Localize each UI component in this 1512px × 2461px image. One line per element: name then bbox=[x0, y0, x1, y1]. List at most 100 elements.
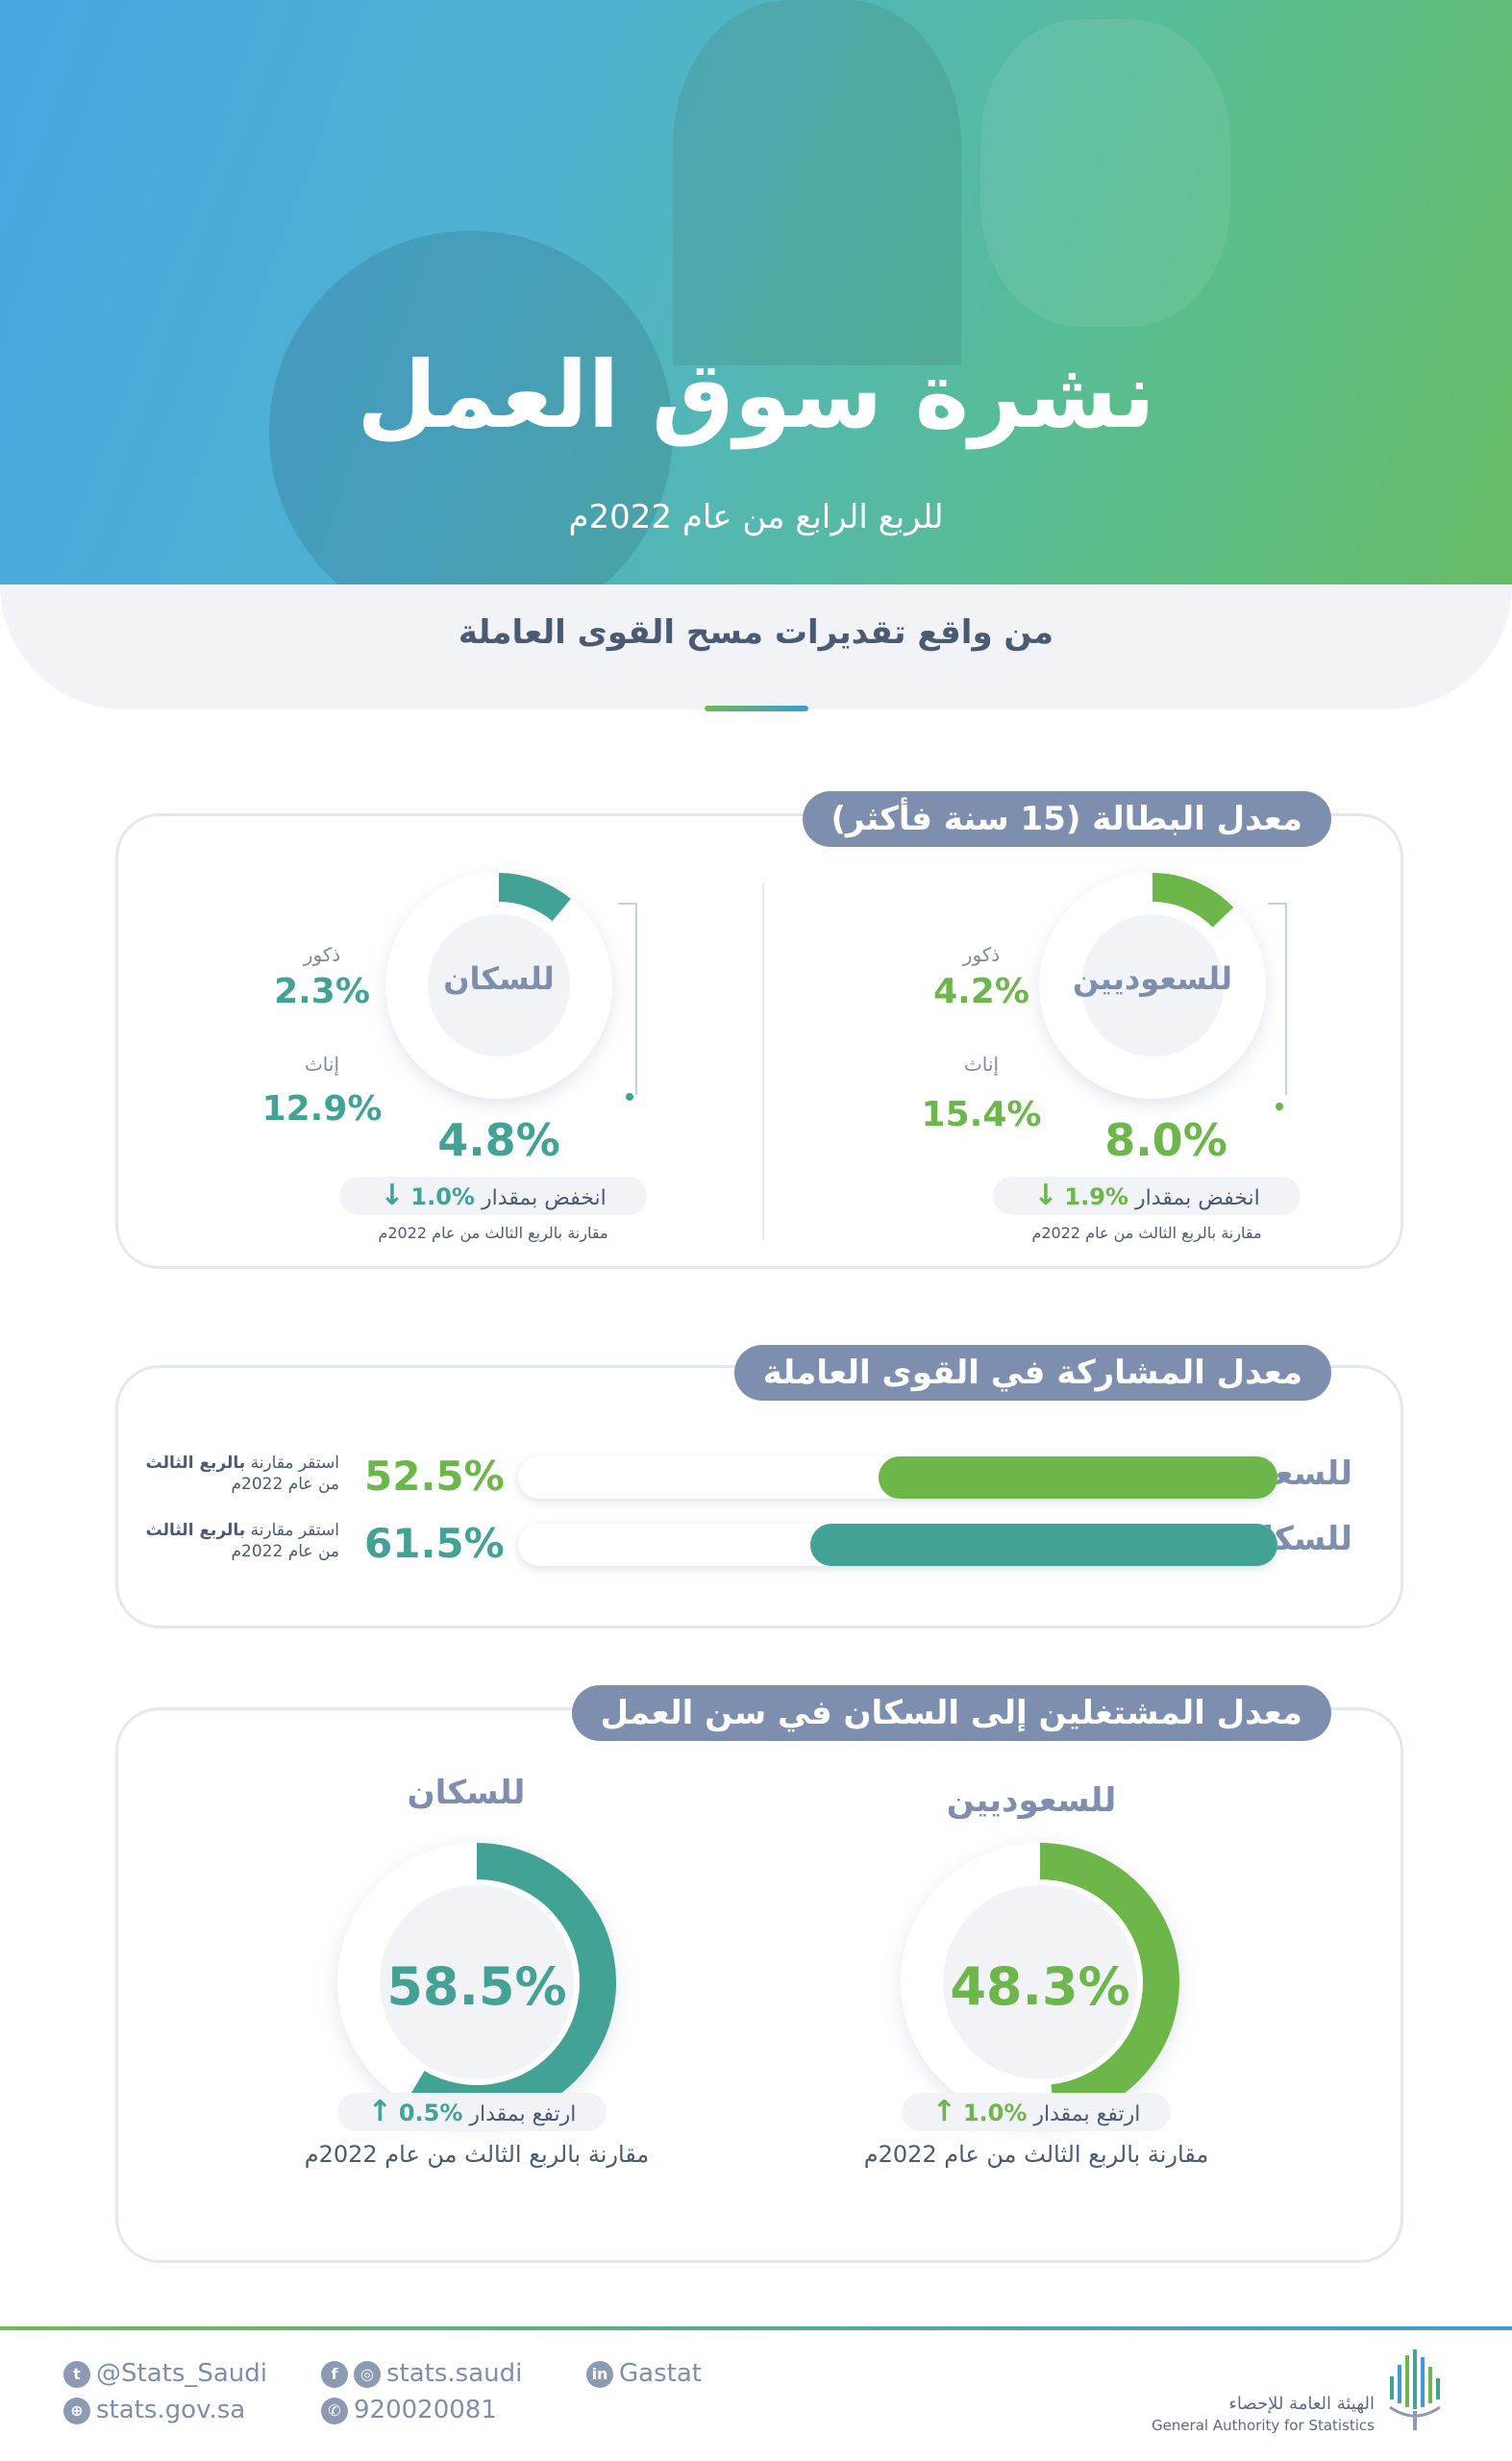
twitter-icon: t bbox=[63, 2360, 90, 2388]
column-title-population: للسكان bbox=[407, 1774, 526, 1812]
change-badge: ارتفع بمقدار %0.5 ↑ bbox=[337, 2093, 607, 2131]
saudi-employment-donut: 48.3% bbox=[901, 1843, 1179, 2122]
ring-arc bbox=[498, 873, 571, 922]
note-bold: بالربع الثالث bbox=[145, 1454, 246, 1473]
participation-value-population: 61.5% bbox=[364, 1520, 505, 1567]
bar-fill bbox=[879, 1456, 1277, 1499]
note-line2: من عام 2022م bbox=[231, 1475, 340, 1494]
ring-chart bbox=[498, 873, 571, 922]
section-title: معدل المشاركة في القوى العاملة bbox=[733, 1345, 1331, 1401]
change-text: انخفض بمقدار bbox=[1134, 1186, 1260, 1210]
change-value: %1.0 bbox=[962, 2100, 1028, 2126]
linkedin-icon: in bbox=[586, 2360, 613, 2388]
population-employment-value: 58.5% bbox=[386, 1956, 567, 2017]
bracket-dot bbox=[626, 1093, 633, 1101]
source-band: من واقع تقديرات مسح القوى العاملة bbox=[0, 584, 1512, 709]
note-prefix: استقر مقارنة bbox=[250, 1454, 339, 1473]
page-subtitle: للربع الرابع من عام 2022م bbox=[568, 498, 944, 536]
comparison-note: مقارنة بالربع الثالث من عام 2022م bbox=[378, 1224, 608, 1242]
participation-bar-population bbox=[518, 1524, 1277, 1566]
males-label: ذكور bbox=[962, 943, 1001, 966]
change-text: ارتفع بمقدار bbox=[469, 2102, 577, 2126]
population-employment-donut: 58.5% bbox=[337, 1843, 616, 2122]
hero-photo-shape bbox=[980, 19, 1230, 327]
instagram-icon: ◎ bbox=[354, 2360, 381, 2388]
ring-center bbox=[428, 914, 570, 1056]
stability-note: استقر مقارنة بالربع الثالث من عام 2022م bbox=[137, 1520, 339, 1562]
facebook-icon: f bbox=[321, 2360, 348, 2388]
section-title: معدل المشتغلين إلى السكان في سن العمل bbox=[571, 1685, 1331, 1741]
section-title: معدل البطالة (15 سنة فأكثر) bbox=[802, 791, 1331, 847]
ring-label: للسعوديين bbox=[1072, 960, 1233, 997]
phone-link[interactable]: ✆ 920020081 bbox=[321, 2396, 497, 2424]
linkedin-handle: Gastat bbox=[619, 2359, 702, 2388]
linkedin-link[interactable]: in Gastat bbox=[586, 2359, 702, 2388]
change-badge: انخفض بمقدار %1.0 ↓ bbox=[339, 1177, 647, 1215]
females-value: 15.4% bbox=[921, 1095, 1042, 1134]
footer-divider bbox=[0, 2326, 1512, 2330]
hero-photo-shape bbox=[269, 231, 673, 584]
website-link[interactable]: ⊕ stats.gov.sa bbox=[63, 2396, 245, 2424]
social-handle: stats.saudi bbox=[386, 2359, 523, 2388]
bracket-line bbox=[618, 903, 637, 1095]
org-name-arabic: الهيئة العامة للإحصاء bbox=[1228, 2394, 1375, 2414]
phone-number: 920020081 bbox=[354, 2396, 497, 2424]
change-badge: انخفض بمقدار %1.9 ↓ bbox=[993, 1177, 1301, 1215]
ring-chart bbox=[1152, 873, 1234, 929]
arrow-up-icon: ↑ bbox=[931, 2095, 956, 2128]
males-label: ذكور bbox=[303, 943, 341, 966]
comparison-note: مقارنة بالربع الثالث من عام 2022م bbox=[304, 2141, 650, 2168]
note-bold: بالربع الثالث bbox=[145, 1521, 246, 1540]
twitter-link[interactable]: t @Stats_Saudi bbox=[63, 2359, 267, 2388]
note-prefix: استقر مقارنة bbox=[250, 1521, 339, 1540]
females-value: 12.9% bbox=[261, 1089, 383, 1129]
donut-center bbox=[943, 1885, 1137, 2079]
population-unemployment-value: 4.8% bbox=[437, 1114, 560, 1166]
males-value: 4.2% bbox=[933, 972, 1029, 1011]
arrow-up-icon: ↑ bbox=[367, 2095, 392, 2128]
stability-note: استقر مقارنة بالربع الثالث من عام 2022م bbox=[137, 1453, 339, 1495]
arrow-down-icon: ↓ bbox=[380, 1179, 405, 1212]
population-unemployment-ring: للسكان bbox=[385, 872, 612, 1099]
participation-value-saudis: 52.5% bbox=[364, 1453, 505, 1500]
donut-arc bbox=[1039, 1843, 1179, 2122]
comparison-note: مقارنة بالربع الثالث من عام 2022م bbox=[863, 2141, 1209, 2168]
accent-divider bbox=[705, 706, 808, 711]
social-link[interactable]: f ◎ stats.saudi bbox=[321, 2359, 522, 2388]
gastat-logo-icon bbox=[1389, 2349, 1441, 2430]
saudi-employment-value: 48.3% bbox=[950, 1956, 1130, 2017]
note-line2: من عام 2022م bbox=[231, 1542, 340, 1561]
saudi-unemployment-ring: للسعوديين bbox=[1039, 872, 1266, 1099]
change-value: %1.0 bbox=[410, 1183, 475, 1210]
twitter-handle: @Stats_Saudi bbox=[96, 2359, 268, 2388]
ring-label: للسكان bbox=[443, 960, 555, 997]
bar-fill bbox=[810, 1524, 1277, 1566]
website-url: stats.gov.sa bbox=[96, 2396, 246, 2424]
org-name-english: General Authority for Statistics bbox=[1151, 2417, 1375, 2434]
ring-center bbox=[1081, 914, 1224, 1056]
participation-section: معدل المشاركة في القوى العاملة للسعوديين… bbox=[115, 1345, 1403, 1628]
unemployment-section: معدل البطالة (15 سنة فأكثر) للسعوديين ذك… bbox=[115, 791, 1403, 1269]
hero-banner: نشرة سوق العمل للربع الرابع من عام 2022م bbox=[0, 0, 1512, 584]
page-title: نشرة سوق العمل bbox=[357, 341, 1155, 449]
globe-icon: ⊕ bbox=[63, 2397, 90, 2424]
participation-bar-saudis bbox=[518, 1456, 1277, 1499]
phone-icon: ✆ bbox=[321, 2397, 348, 2424]
column-divider bbox=[762, 883, 764, 1239]
change-value: %0.5 bbox=[398, 2100, 463, 2126]
females-label: إناث bbox=[963, 1053, 1000, 1076]
hero-photo-shape bbox=[673, 0, 961, 365]
change-text: انخفض بمقدار bbox=[481, 1186, 607, 1210]
saudi-unemployment-value: 8.0% bbox=[1104, 1114, 1227, 1166]
arrow-down-icon: ↓ bbox=[1033, 1179, 1058, 1212]
bracket-line bbox=[1268, 903, 1287, 1095]
comparison-note: مقارنة بالربع الثالث من عام 2022م bbox=[1031, 1224, 1262, 1242]
source-line: من واقع تقديرات مسح القوى العاملة bbox=[458, 613, 1054, 652]
employment-ratio-section: معدل المشتغلين إلى السكان في سن العمل لل… bbox=[115, 1685, 1403, 2263]
column-title-saudis: للسعوديين bbox=[946, 1781, 1117, 1820]
change-badge: ارتفع بمقدار %1.0 ↑ bbox=[902, 2093, 1171, 2131]
donut-chart bbox=[1039, 1843, 1179, 2122]
change-value: %1.9 bbox=[1064, 1183, 1128, 1210]
ring-arc bbox=[1152, 873, 1234, 929]
females-label: إناث bbox=[304, 1053, 340, 1076]
